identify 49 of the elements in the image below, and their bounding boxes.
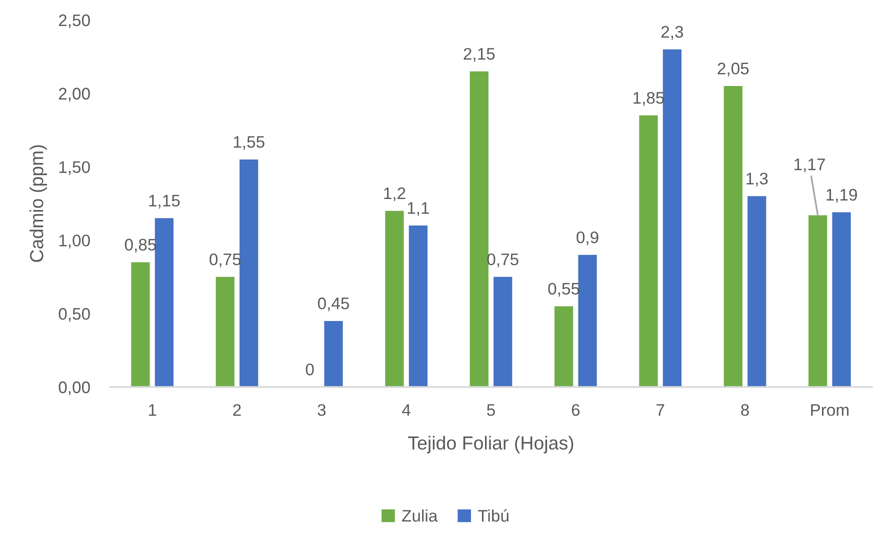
data-label: 0 (306, 364, 314, 376)
bar (470, 71, 488, 387)
data-label: 0,45 (318, 298, 350, 312)
bar (724, 86, 742, 387)
data-label: 0,9 (576, 231, 598, 246)
bar (832, 212, 851, 387)
bar (324, 320, 343, 387)
data-label: 1,55 (234, 136, 264, 150)
x-tick-label: 6 (572, 404, 580, 416)
bar (216, 276, 234, 387)
x-tick-label: 7 (656, 404, 664, 416)
data-label: 2,05 (718, 62, 749, 76)
bar (131, 262, 150, 387)
x-tick-label: 8 (741, 404, 749, 416)
data-label: 1,17 (794, 158, 825, 172)
data-label: 1,1 (408, 202, 429, 216)
y-tick-label: 2,00 (58, 88, 90, 102)
legend-label: Zulia (402, 509, 438, 522)
x-axis-title: Tejido Foliar (Hojas) (408, 436, 574, 454)
x-tick-label: 3 (318, 404, 326, 416)
bar (554, 306, 574, 387)
y-axis-title: Cadmio (ppm) (30, 145, 48, 262)
bar (385, 210, 404, 387)
data-label: 1,15 (149, 194, 180, 209)
data-label: 1,2 (384, 187, 406, 202)
x-tick-label: 2 (233, 404, 241, 416)
data-label: 1,3 (746, 172, 768, 186)
x-tick-label: 5 (487, 404, 495, 416)
x-tick-label: Prom (811, 404, 848, 416)
data-label: 2,3 (661, 26, 684, 40)
x-tick-label: 4 (402, 404, 410, 416)
bar (154, 218, 174, 387)
y-tick-label: 0,00 (58, 381, 90, 396)
y-tick-label: 0,50 (58, 308, 90, 322)
bar (494, 276, 512, 387)
bar (808, 215, 828, 387)
y-tick-label: 1,50 (59, 161, 90, 175)
bar (639, 115, 658, 387)
y-tick-label: 1,00 (59, 234, 90, 248)
legend-label: Tibú (478, 509, 508, 522)
x-tick-label: 1 (148, 404, 156, 416)
bar (748, 196, 766, 387)
bar (408, 226, 428, 387)
bar (240, 159, 258, 387)
data-label: 2,15 (464, 48, 495, 62)
data-label: 1,19 (826, 188, 857, 203)
y-tick-label: 2,50 (58, 14, 90, 28)
bar (578, 254, 597, 387)
bar (662, 49, 682, 387)
